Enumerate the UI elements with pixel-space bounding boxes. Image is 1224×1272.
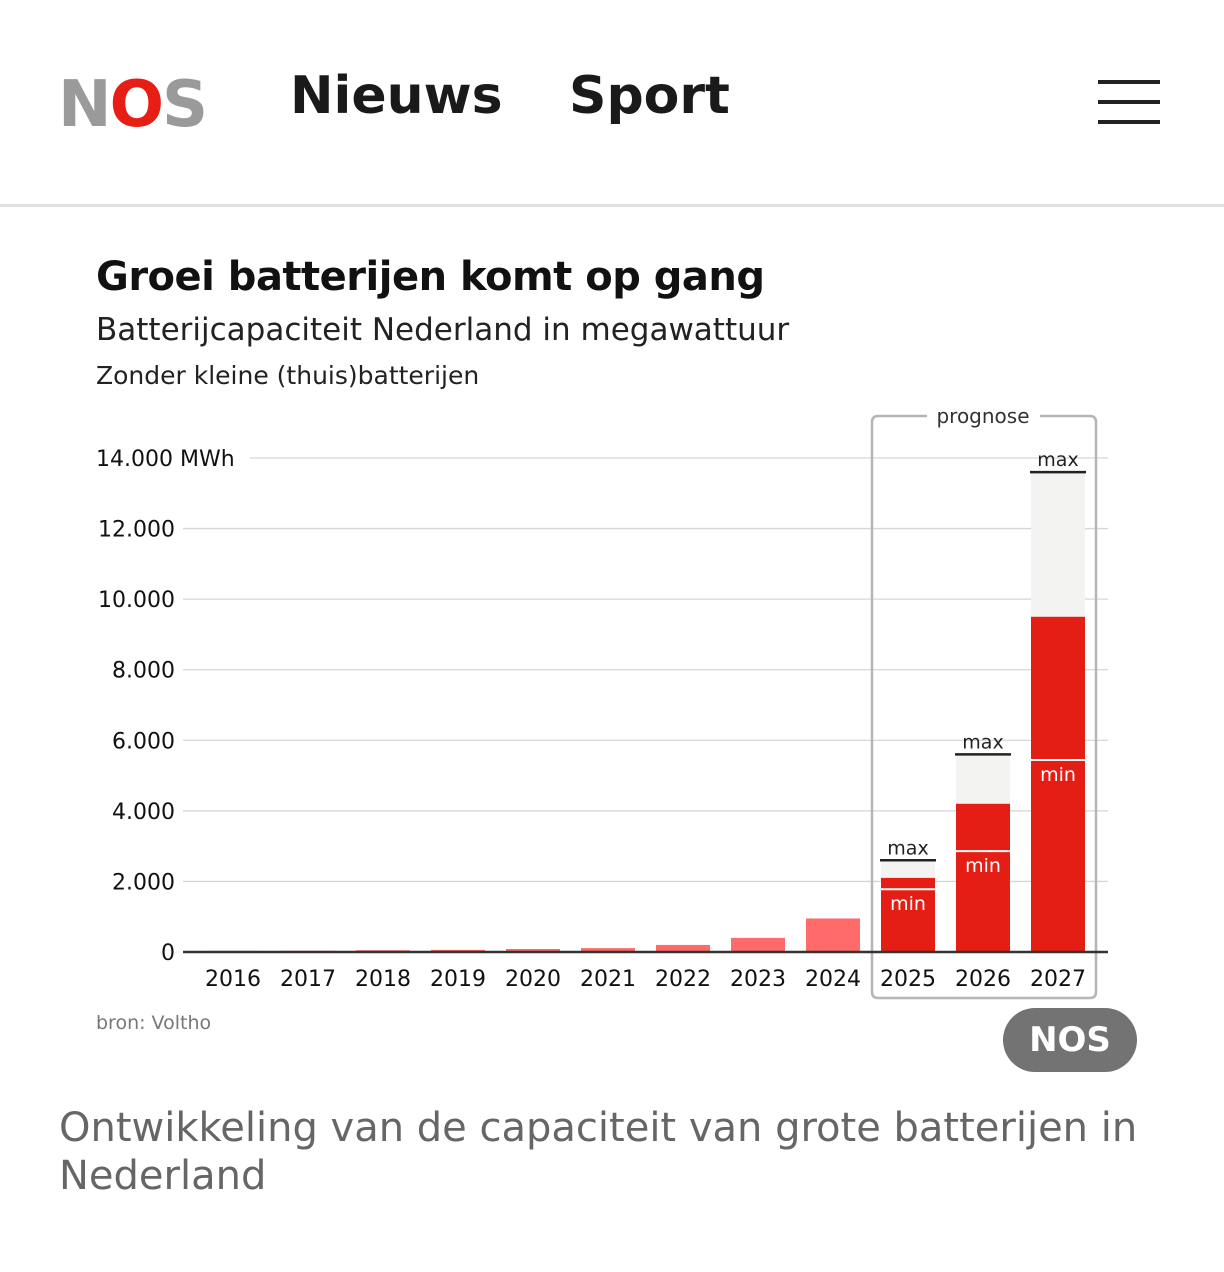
hamburger-icon[interactable] [1098, 80, 1160, 124]
y-tick-label: 6.000 [112, 729, 175, 754]
logo-o: O [109, 68, 164, 142]
y-tick-label: 0 [161, 941, 175, 966]
image-caption: Ontwikkeling van de capaciteit van grote… [59, 1105, 1138, 1199]
bar-chart: 0 2.000 4.000 6.000 8.000 10.000 12.000 14.000 … [96, 404, 1108, 1000]
min-label: min [965, 855, 1001, 877]
x-tick-label: 2026 [955, 967, 1011, 992]
min-label: min [1040, 764, 1076, 786]
x-tick-label: 2023 [730, 967, 786, 992]
x-tick-label: 2024 [805, 967, 861, 992]
forecast-bar-2027 [1031, 616, 1085, 952]
y-tick-label: 4.000 [112, 800, 175, 825]
bar-2023 [731, 937, 785, 952]
bar-2022 [656, 944, 710, 952]
x-tick-label: 2025 [880, 967, 936, 992]
chart-title: Groei batterijen komt op gang [96, 254, 765, 300]
x-tick-label: 2022 [655, 967, 711, 992]
max-label: max [887, 837, 928, 859]
x-tick-label: 2021 [580, 967, 636, 992]
x-tick-label: 2018 [355, 967, 411, 992]
x-tick-label: 2017 [280, 967, 336, 992]
y-tick-label: 2.000 [112, 870, 175, 895]
forecast-label: prognose [936, 404, 1029, 428]
y-tick-label: 12.000 [98, 518, 175, 543]
y-tick-label: 8.000 [112, 659, 175, 684]
chart-note: Zonder kleine (thuis)batterijen [96, 361, 480, 390]
x-tick-label: 2027 [1030, 967, 1086, 992]
nos-watermark: NOS [1003, 1008, 1137, 1072]
x-tick-label: 2016 [205, 967, 261, 992]
forecast-bar-2026 [956, 803, 1010, 952]
site-header: NOS Nieuws Sport [0, 0, 1224, 207]
forecast-box [870, 414, 1098, 1000]
min-label: min [890, 893, 926, 915]
bar-2020 [506, 949, 560, 952]
forecast-bar-2025 [881, 877, 935, 952]
bar-2021 [581, 948, 635, 952]
logo-n: N [58, 68, 112, 142]
x-tick-label: 2019 [430, 967, 486, 992]
max-label: max [962, 731, 1003, 753]
bar-2024 [806, 918, 860, 952]
nos-logo[interactable]: NOS [58, 68, 208, 142]
chart-source: bron: Voltho [96, 1012, 212, 1034]
logo-s: S [161, 68, 208, 142]
nav-nieuws[interactable]: Nieuws [290, 66, 503, 126]
y-tick-label: 10.000 [98, 588, 175, 613]
max-label: max [1037, 449, 1078, 471]
nav-sport[interactable]: Sport [569, 66, 730, 126]
x-tick-label: 2020 [505, 967, 561, 992]
y-tick-label: 14.000 MWh [96, 447, 235, 472]
chart-subtitle: Batterijcapaciteit Nederland in megawatt… [96, 312, 790, 348]
